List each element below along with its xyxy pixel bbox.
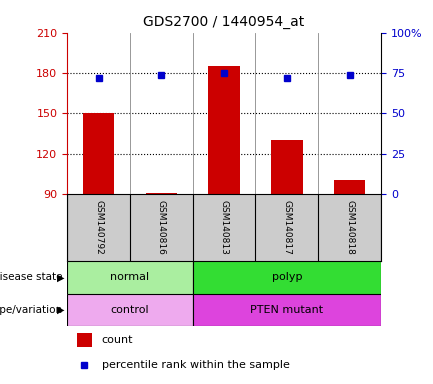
Text: control: control [110,305,149,315]
Bar [67,294,193,326]
Bar [271,140,303,194]
Text: count: count [102,335,133,345]
Text: ▶: ▶ [58,272,65,283]
Bar [77,333,92,348]
Bar [193,294,381,326]
Text: GSM140792: GSM140792 [94,200,103,255]
Bar [208,66,240,194]
Text: normal: normal [110,272,149,283]
Text: polyp: polyp [271,272,302,283]
Bar [334,180,365,194]
Bar [83,113,114,194]
Text: GSM140817: GSM140817 [282,200,291,255]
Text: PTEN mutant: PTEN mutant [250,305,323,315]
Text: genotype/variation: genotype/variation [0,305,63,315]
Text: GSM140813: GSM140813 [220,200,229,255]
Text: ▶: ▶ [58,305,65,315]
Text: GSM140816: GSM140816 [157,200,166,255]
Text: disease state: disease state [0,272,63,283]
Title: GDS2700 / 1440954_at: GDS2700 / 1440954_at [143,15,305,29]
Text: GSM140818: GSM140818 [345,200,354,255]
Bar [145,193,177,194]
Text: percentile rank within the sample: percentile rank within the sample [102,360,290,370]
Bar [67,261,193,294]
Bar [193,261,381,294]
